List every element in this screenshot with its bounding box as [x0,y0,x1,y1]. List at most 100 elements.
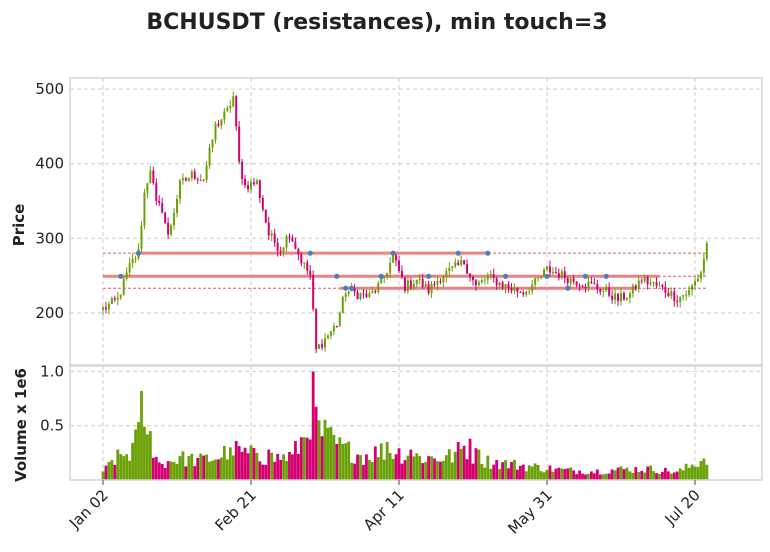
candle-body [149,170,152,184]
candle-body [217,123,220,126]
candle-body [329,331,332,336]
candle-body [318,344,321,349]
candle-body [605,287,608,291]
candle-body [374,291,377,293]
volume-bar [252,447,256,480]
volume-bar [323,419,327,480]
volume-bar [296,453,300,480]
candle-body [457,262,460,265]
volume-bar [527,465,531,480]
volume-bars [101,371,709,480]
volume-bar [640,470,644,480]
volume-bar [658,473,661,480]
candle-body [501,282,504,288]
volume-bar [604,473,608,480]
candle-body [652,282,655,284]
candle-body [178,180,181,200]
volume-bar [459,448,463,480]
volume-bar [143,426,146,480]
volume-bar [341,443,345,480]
volume-bar [353,463,356,480]
volume-bar [116,449,120,480]
volume-bar [687,467,691,480]
volume-bar [199,453,203,480]
touch-point [455,250,461,256]
candles [102,91,708,354]
volume-bar [409,449,413,480]
volume-bar [587,473,590,480]
candle-body [309,270,312,276]
volume-bar [137,422,140,480]
candle-body [202,179,205,181]
volume-bar [693,466,697,480]
price-axis-label: Price [10,204,28,247]
price-grid [70,78,762,365]
volume-bar [592,473,596,480]
candle-body [371,291,374,294]
volume-bar [613,470,617,480]
candle-body [643,277,646,282]
candle-body [673,291,676,301]
candle-body [312,275,315,310]
volume-bar [578,470,581,480]
candle-body [510,288,513,291]
candle-body [637,280,640,290]
volume-bar [234,440,238,480]
volume-grid [70,366,762,480]
x-tick-label: Jan 02 [65,486,112,533]
volume-bar [267,449,271,480]
volume-bar [184,466,188,480]
volume-bar [430,456,433,480]
volume-bar [365,454,368,480]
touch-point [343,285,349,291]
touch-point [502,273,509,279]
volume-bar [299,437,303,480]
volume-bar [270,452,274,480]
volume-bar [622,469,626,480]
volume-bar [326,427,330,480]
candle-body [264,209,267,223]
candle-body [486,275,489,280]
volume-bar [335,443,339,480]
volume-bar [157,462,161,480]
volume-bar [178,456,182,480]
volume-bar [208,461,211,480]
candle-body [498,282,501,286]
volume-yticks: 0.5 1.0 [40,362,64,434]
candle-body [196,179,199,181]
candle-body [554,272,557,274]
volume-bar [175,463,179,480]
candle-body [102,307,104,310]
touch-point [135,250,142,256]
volume-bar [581,473,584,480]
candle-body [167,222,170,235]
candle-body [341,296,344,313]
touch-point [603,273,609,279]
volume-bar [347,441,351,480]
candle-body [474,280,477,286]
candle-body [110,298,113,304]
candle-body [451,266,454,269]
price-panel: 200 300 400 500 Price [10,77,763,366]
candle-body [454,262,457,267]
volume-bar [465,459,469,480]
x-tick-label: Feb 21 [211,486,259,534]
volume-bar [649,465,652,480]
volume-bar [424,461,428,480]
candle-body [392,255,395,263]
volume-bar [610,469,614,480]
price-frame [69,77,763,366]
volume-bar [418,456,422,480]
candle-body [208,147,211,166]
volume-bar [385,442,389,480]
candle-body [631,285,634,294]
candle-body [155,183,158,201]
candle-body [551,272,554,274]
candle-body [125,272,128,280]
candle-body [560,271,563,278]
volume-bar [163,468,167,480]
candle-body [646,277,649,285]
candle-body [421,278,424,287]
candle-body [306,262,309,271]
candle-body [214,123,217,140]
